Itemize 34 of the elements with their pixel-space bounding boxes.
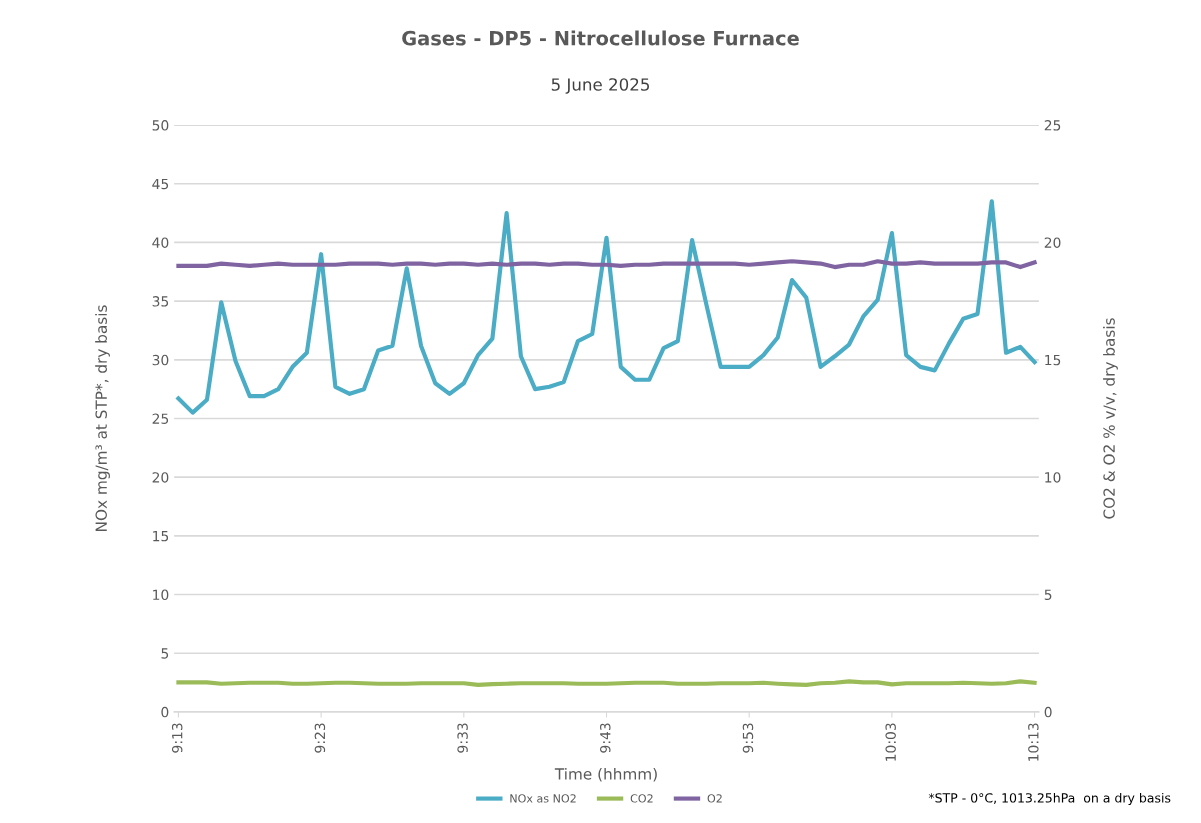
- y-tick-label: 20: [152, 472, 169, 483]
- y-tick-label: 15: [153, 531, 169, 542]
- legend-label: CO2: [630, 794, 653, 803]
- y-tick-label: 10: [153, 589, 169, 601]
- text: *STP - 0°C, 1013.25hPa on a dry basis: [928, 792, 1171, 806]
- y-tick-label: 5: [161, 648, 169, 659]
- y-tick-label: 40: [152, 237, 169, 248]
- y-tick-label: 30: [152, 354, 169, 366]
- y2-tick-label: 20: [1044, 237, 1061, 248]
- y2-tick-label: 25: [1044, 120, 1061, 131]
- x-tick-label: 9:43: [600, 723, 611, 753]
- x-tick-label: 9:33: [457, 723, 468, 753]
- y-tick-label: 50: [152, 120, 169, 131]
- x-tick-label: 10:13: [1028, 723, 1039, 761]
- line-series: [176, 199, 1037, 415]
- x-tick-label: 9:23: [314, 723, 326, 753]
- chart-subtitle: 5 June 2025: [551, 78, 649, 94]
- y-tick-label: 0: [161, 706, 169, 718]
- y2-tick-label: 5: [1044, 589, 1052, 601]
- x-tick-label: 9:53: [742, 723, 754, 753]
- y-tick-label: 25: [152, 413, 169, 424]
- y-tick-label: 45: [152, 178, 169, 190]
- x-tick-label: 9:13: [171, 723, 183, 753]
- y2-tick-label: 10: [1045, 472, 1061, 483]
- x-axis-title: Time (hhmm): [554, 767, 657, 782]
- chart-title: Gases - DP5 - Nitrocellulose Furnace: [402, 30, 799, 46]
- y-tick-label: 35: [152, 296, 169, 307]
- y2-tick-label: 0: [1044, 706, 1052, 718]
- legend-label: NOx as NO2: [510, 794, 576, 803]
- y2-axis-title: CO2 & O2 % v/v, dry basis: [1103, 318, 1118, 519]
- x-tick-label: 10:03: [885, 723, 896, 761]
- y2-tick-label: 15: [1045, 354, 1061, 366]
- legend-label: O2: [707, 794, 722, 803]
- y-axis-title: NOx mg/m³ at STP*, dry basis: [95, 305, 110, 531]
